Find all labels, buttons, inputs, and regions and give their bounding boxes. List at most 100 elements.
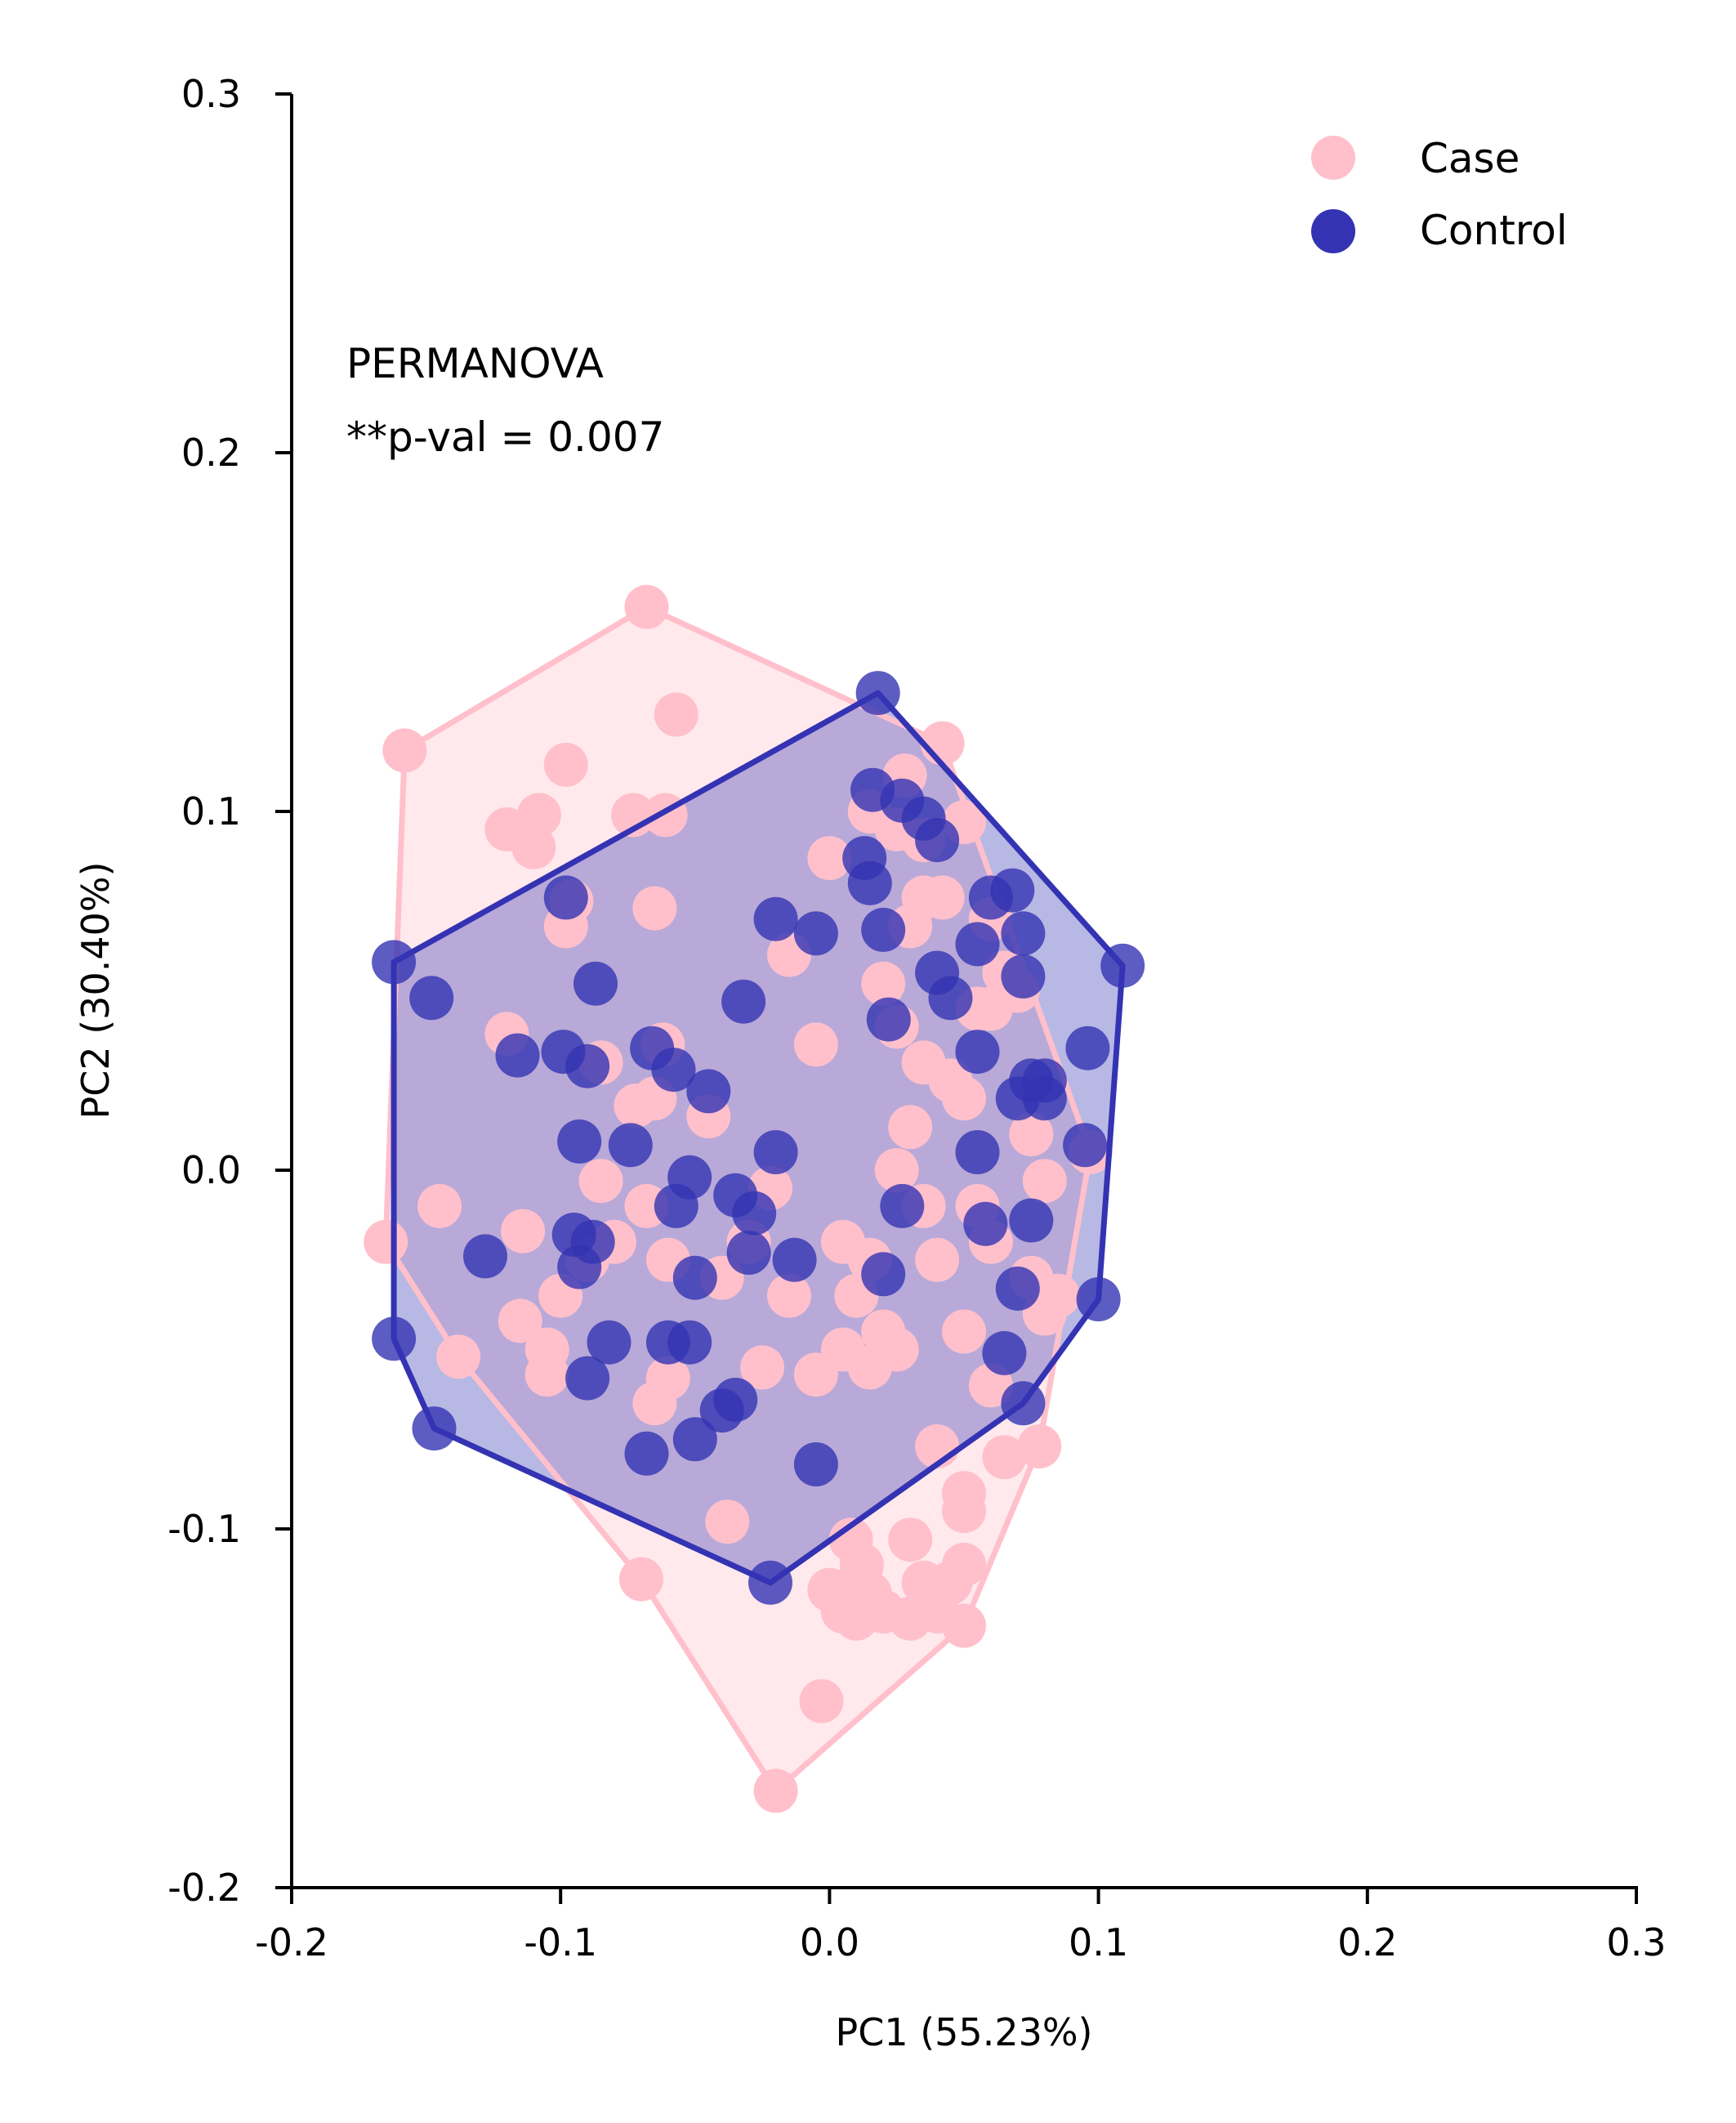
point-case	[915, 1237, 960, 1282]
point-control	[495, 1033, 540, 1078]
point-control	[570, 1219, 615, 1264]
point-control	[955, 1030, 1000, 1075]
x-tick-label: 0.3	[1606, 1920, 1666, 1964]
point-case	[874, 1148, 919, 1192]
point-control	[573, 961, 618, 1006]
x-tick-label: 0.0	[800, 1920, 859, 1964]
point-control	[543, 875, 588, 920]
legend: Case Control	[1311, 135, 1568, 254]
point-control	[995, 1266, 1040, 1311]
legend-label-case: Case	[1420, 135, 1520, 182]
x-tick-label: 0.2	[1337, 1920, 1397, 1964]
x-tick-label: -0.1	[524, 1920, 597, 1964]
point-case	[807, 836, 852, 881]
point-control	[793, 911, 838, 956]
point-control	[608, 1123, 653, 1168]
point-case	[942, 1076, 986, 1121]
point-control	[928, 976, 973, 1021]
point-case	[888, 1517, 933, 1562]
point-control	[667, 1320, 712, 1365]
point-control	[565, 1044, 610, 1088]
point-control	[753, 896, 798, 941]
legend-label-control: Control	[1420, 207, 1568, 254]
y-tick-label: -0.2	[167, 1866, 241, 1910]
point-control	[587, 1320, 631, 1365]
x-axis-ticks: -0.2 -0.1 0.0 0.1 0.2 0.3	[255, 1888, 1667, 1964]
y-tick-label: 0.0	[181, 1148, 241, 1192]
point-control	[861, 907, 906, 952]
point-control	[963, 1201, 1008, 1246]
point-case	[543, 742, 588, 787]
point-control	[982, 1330, 1027, 1375]
point-case	[799, 1678, 844, 1723]
hull-outline-control	[390, 690, 1126, 1586]
point-case	[888, 1596, 933, 1641]
point-control	[624, 1431, 669, 1476]
point-case	[645, 1356, 690, 1401]
x-tick-label: -0.2	[255, 1920, 328, 1964]
point-control	[772, 1237, 817, 1282]
point-control	[672, 1255, 717, 1300]
point-control	[753, 1130, 798, 1174]
point-case	[705, 1500, 750, 1544]
point-case	[498, 1298, 542, 1343]
permanova-pvalue: **p-val = 0.007	[346, 413, 664, 461]
point-case	[793, 1022, 838, 1067]
series-control	[372, 671, 1145, 1605]
point-case	[888, 1105, 933, 1150]
point-case	[861, 1309, 906, 1354]
point-case	[982, 1435, 1027, 1480]
point-case	[654, 692, 698, 737]
point-case	[632, 886, 677, 931]
point-control	[699, 1388, 744, 1433]
point-control	[1065, 1026, 1110, 1070]
point-control	[955, 922, 1000, 967]
point-control	[557, 1119, 602, 1164]
point-control	[880, 1183, 925, 1228]
point-control	[1022, 1076, 1067, 1121]
point-case	[861, 961, 906, 1006]
point-control	[721, 979, 766, 1024]
point-control	[866, 997, 911, 1042]
y-tick-label: 0.3	[181, 72, 241, 116]
point-control	[1063, 1123, 1108, 1168]
legend-marker-control	[1311, 209, 1355, 253]
point-control	[793, 1442, 838, 1486]
x-tick-label: 0.1	[1069, 1920, 1128, 1964]
point-control	[1001, 911, 1046, 956]
y-tick-label: 0.2	[181, 431, 241, 475]
point-case	[740, 1345, 785, 1390]
x-axis-label: PC1 (55.23%)	[835, 2010, 1092, 2054]
point-control	[1001, 954, 1046, 999]
point-case	[1022, 1159, 1067, 1204]
point-control	[463, 1234, 507, 1279]
point-case	[767, 1273, 811, 1318]
point-control	[990, 868, 1035, 913]
point-control	[409, 976, 454, 1021]
legend-marker-case	[1311, 136, 1355, 180]
point-control	[1009, 1198, 1054, 1243]
point-case	[501, 1209, 546, 1254]
scatter-points	[364, 584, 1145, 1813]
point-case	[942, 1309, 986, 1354]
point-control	[955, 1130, 1000, 1174]
y-tick-label: -0.1	[167, 1507, 241, 1551]
permanova-title: PERMANOVA	[346, 340, 604, 387]
point-control	[565, 1356, 610, 1401]
point-case	[524, 1352, 569, 1397]
y-axis-label: PC2 (30.40%)	[74, 861, 118, 1119]
point-control	[686, 1069, 731, 1114]
point-case	[1009, 1112, 1054, 1157]
point-case	[942, 1489, 986, 1533]
point-case	[417, 1183, 462, 1228]
series-case	[364, 584, 1113, 1813]
point-control	[651, 1048, 696, 1093]
point-control	[915, 818, 960, 863]
point-case	[511, 825, 556, 869]
y-axis-ticks: -0.2 -0.1 0.0 0.1 0.2 0.3	[167, 72, 292, 1910]
point-case	[578, 1159, 623, 1204]
point-case	[920, 875, 965, 920]
point-case	[968, 986, 1013, 1031]
y-tick-label: 0.1	[181, 789, 241, 834]
